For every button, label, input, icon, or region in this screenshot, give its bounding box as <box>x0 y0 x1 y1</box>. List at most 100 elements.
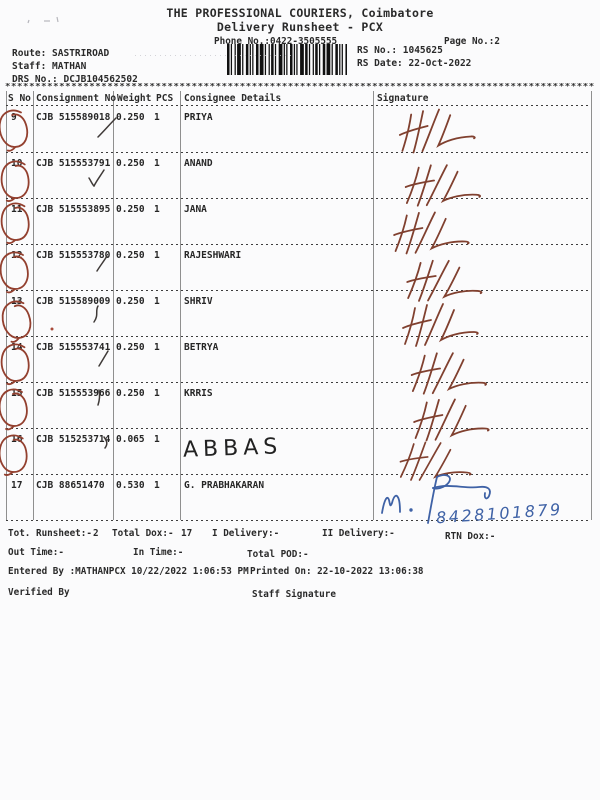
tot-runsheet-value: 2 <box>93 528 99 539</box>
cell-consignment-no: CJB 515553966 <box>36 388 111 399</box>
cell-s-no: 10 <box>11 158 23 169</box>
row-separator <box>6 198 591 200</box>
total-dox-label: Total Dox:- <box>112 528 174 539</box>
handwritten-consignee-abbas: ABBAS <box>182 434 283 463</box>
tot-runsheet-label: Tot. Runsheet:- <box>8 528 92 539</box>
cell-consignment-no: CJB 515253714 <box>36 434 111 445</box>
cell-s-no: 9 <box>11 112 17 123</box>
table-row: 14 CJB 515553741 0.250 1 BETRYA <box>6 336 591 382</box>
table-border-right <box>591 91 592 520</box>
table-row: 15 CJB 515553966 0.250 1 KRRIS <box>6 382 591 428</box>
col-divider <box>373 91 374 520</box>
scan-noise-dots <box>135 55 295 56</box>
col-divider <box>33 91 34 520</box>
rs-number: RS No.: 1045625 <box>357 45 443 56</box>
cell-consignment-no: CJB 515553895 <box>36 204 111 215</box>
cell-s-no: 11 <box>11 204 23 215</box>
staff-signature-label: Staff Signature <box>252 589 336 600</box>
cell-consignment-no: CJB 515553791 <box>36 158 111 169</box>
cell-weight: 0.530 <box>116 480 145 491</box>
row-separator <box>6 244 591 246</box>
row-separator <box>6 474 591 476</box>
cell-pcs: 1 <box>154 204 160 215</box>
i-delivery-label: I Delivery:- <box>212 528 280 539</box>
col-header-s-no: S No <box>8 93 31 104</box>
col-header-signature: Signature <box>377 93 429 104</box>
cell-consignment-no: CJB 515589018 <box>36 112 111 123</box>
asterisk-divider: ****************************************… <box>5 83 595 91</box>
cell-weight: 0.250 <box>116 158 145 169</box>
cell-weight: 0.250 <box>116 204 145 215</box>
cell-s-no: 15 <box>11 388 23 399</box>
in-time-label: In Time:- <box>133 547 184 558</box>
drs-number: DRS No.: DCJB104562502 <box>12 74 138 85</box>
cell-weight: 0.250 <box>116 342 145 353</box>
col-divider <box>180 91 181 520</box>
row-separator <box>6 336 591 338</box>
cell-pcs: 1 <box>154 434 160 445</box>
verified-by-label: Verified By <box>8 587 70 598</box>
cell-consignee: BETRYA <box>184 342 219 353</box>
rtn-dox-label: RTN Dox:- <box>445 531 496 542</box>
cell-consignee: PRIYA <box>184 112 213 123</box>
cell-consignment-no: CJB 88651470 <box>36 480 105 491</box>
cell-pcs: 1 <box>154 158 160 169</box>
ii-delivery-label: II Delivery:- <box>322 528 395 539</box>
cell-s-no: 13 <box>11 296 23 307</box>
col-divider <box>113 91 114 520</box>
cell-pcs: 1 <box>154 342 160 353</box>
col-header-weight: Weight <box>117 93 152 104</box>
route-label: Route: SASTRIROAD <box>12 48 110 59</box>
col-header-consignment: Consignment No <box>36 93 117 104</box>
cell-pcs: 1 <box>154 480 160 491</box>
out-time-label: Out Time:- <box>8 547 64 558</box>
cell-weight: 0.250 <box>116 250 145 261</box>
staff-label: Staff: MATHAN <box>12 61 87 72</box>
cell-consignment-no: CJB 515553780 <box>36 250 111 261</box>
row-separator <box>6 382 591 384</box>
document-title: Delivery Runsheet - PCX <box>216 20 384 34</box>
company-title: THE PROFESSIONAL COURIERS, Coimbatore <box>166 6 434 20</box>
cell-pcs: 1 <box>154 250 160 261</box>
table-row: 11 CJB 515553895 0.250 1 JANA <box>6 198 591 244</box>
cell-consignee: RAJESHWARI <box>184 250 242 261</box>
row-separator <box>6 428 591 430</box>
cell-consignment-no: CJB 515553741 <box>36 342 111 353</box>
cell-consignee: KRRIS <box>184 388 213 399</box>
col-header-pcs: PCS <box>156 93 174 104</box>
cell-consignee: JANA <box>184 204 207 215</box>
cell-pcs: 1 <box>154 296 160 307</box>
cell-s-no: 16 <box>11 434 23 445</box>
page-number: Page No.:2 <box>444 36 500 47</box>
phone-number: Phone No.:0422-3505555 <box>214 36 338 47</box>
row-separator <box>6 290 591 292</box>
table-row: 16 CJB 515253714 0.065 1 <box>6 428 591 474</box>
cell-weight: 0.250 <box>116 296 145 307</box>
table-row: 17 CJB 88651470 0.530 1 G. PRABHAKARAN <box>6 474 591 520</box>
total-dox-value: 17 <box>181 528 193 539</box>
cell-s-no: 14 <box>11 342 23 353</box>
row-separator <box>6 520 591 522</box>
barcode <box>227 44 347 75</box>
printed-on-line: Printed On: 22-10-2022 13:06:38 <box>250 566 424 577</box>
table-row: 13 CJB 515589009 0.250 1 SHRIV <box>6 290 591 336</box>
table-row: 12 CJB 515553780 0.250 1 RAJESHWARI <box>6 244 591 290</box>
rs-date: RS Date: 22-Oct-2022 <box>357 58 472 69</box>
cell-weight: 0.250 <box>116 112 145 123</box>
cell-pcs: 1 <box>154 388 160 399</box>
cell-s-no: 17 <box>11 480 23 491</box>
total-pod-label: Total POD:- <box>247 549 309 560</box>
cell-pcs: 1 <box>154 112 160 123</box>
row-separator <box>6 152 591 154</box>
cell-consignment-no: CJB 515589009 <box>36 296 111 307</box>
table-row: 10 CJB 515553791 0.250 1 ANAND <box>6 152 591 198</box>
entered-by-line: Entered By :MATHANPCX 10/22/2022 1:06:53… <box>8 566 249 577</box>
cell-weight: 0.250 <box>116 388 145 399</box>
cell-s-no: 12 <box>11 250 23 261</box>
cell-weight: 0.065 <box>116 434 145 445</box>
cell-consignee: SHRIV <box>184 296 213 307</box>
row-separator <box>6 105 591 107</box>
col-header-consignee: Consignee Details <box>184 93 282 104</box>
cell-consignee: G. PRABHAKARAN <box>184 480 265 491</box>
